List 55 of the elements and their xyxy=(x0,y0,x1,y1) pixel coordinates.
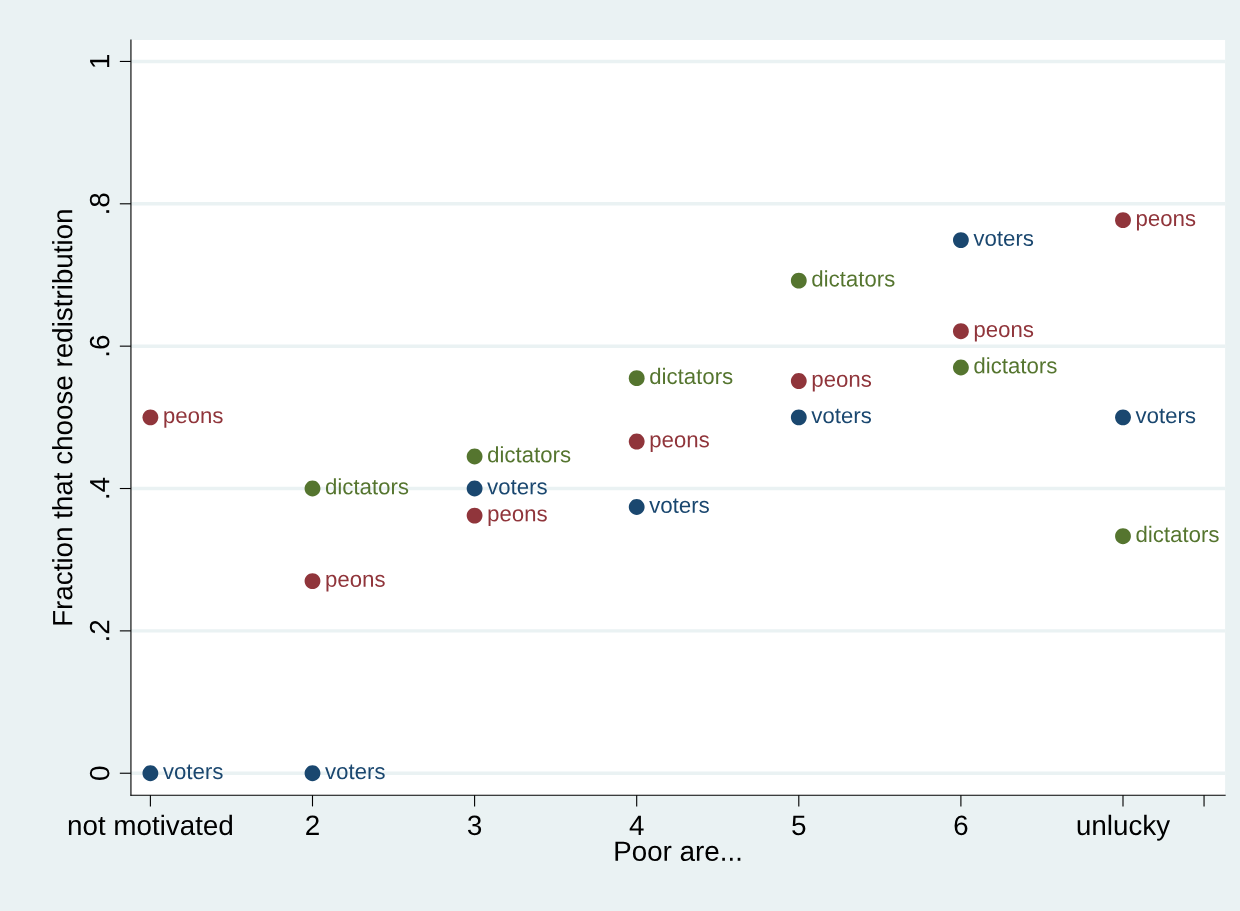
y-tick-label: 0 xyxy=(89,766,110,780)
y-tick-label: .4 xyxy=(90,477,110,498)
point xyxy=(304,480,321,497)
point xyxy=(1115,528,1131,545)
text: dictators xyxy=(650,367,733,385)
x-tick-label: 5 xyxy=(792,815,806,836)
text: voters xyxy=(649,498,709,513)
x-tick-label: 3 xyxy=(467,815,482,836)
point xyxy=(628,499,645,515)
series-label: peons xyxy=(488,509,547,526)
point xyxy=(304,573,321,589)
point xyxy=(142,409,159,426)
point xyxy=(1115,409,1131,426)
text: peons xyxy=(812,374,872,392)
text: peons xyxy=(650,435,709,452)
text: peons xyxy=(974,325,1034,342)
series-label: voters xyxy=(1135,408,1196,424)
point xyxy=(952,359,969,376)
text: dictators xyxy=(488,446,571,463)
point xyxy=(142,765,159,782)
point xyxy=(466,448,483,465)
text: peons xyxy=(1136,213,1196,231)
point xyxy=(952,232,969,249)
text: voters xyxy=(325,764,385,780)
point xyxy=(628,433,645,450)
point xyxy=(790,272,807,289)
y-tick-label: .6 xyxy=(89,335,110,356)
point xyxy=(790,373,807,389)
series-label: dictators xyxy=(1136,525,1219,543)
y-tick-label: 1 xyxy=(90,55,110,68)
y-tick-label: .2 xyxy=(89,620,110,640)
x-tick-label: 6 xyxy=(954,815,968,836)
point xyxy=(628,370,645,387)
point xyxy=(304,765,321,782)
point xyxy=(466,507,483,524)
text: dictators xyxy=(974,357,1057,374)
point xyxy=(952,323,969,340)
text: dictators xyxy=(812,270,895,287)
point xyxy=(790,409,807,426)
x-axis-title: Poor are... xyxy=(615,841,741,862)
text: dictators xyxy=(325,478,409,495)
x-tick-label: 4 xyxy=(629,815,644,835)
point xyxy=(466,480,483,497)
x-tick-label: not motivated xyxy=(68,814,232,836)
x-tick-label: 2 xyxy=(306,815,319,835)
y-tick-label: .8 xyxy=(89,193,110,213)
x-tick-label: unlucky xyxy=(1077,814,1171,841)
text: peons xyxy=(164,411,223,428)
text: voters xyxy=(487,479,547,495)
point xyxy=(1115,212,1131,229)
text: peons xyxy=(326,574,385,592)
text: voters xyxy=(162,764,223,780)
text: voters xyxy=(973,231,1034,247)
text: voters xyxy=(811,408,872,424)
y-axis-title: Fraction that choose redistribution xyxy=(52,210,73,625)
